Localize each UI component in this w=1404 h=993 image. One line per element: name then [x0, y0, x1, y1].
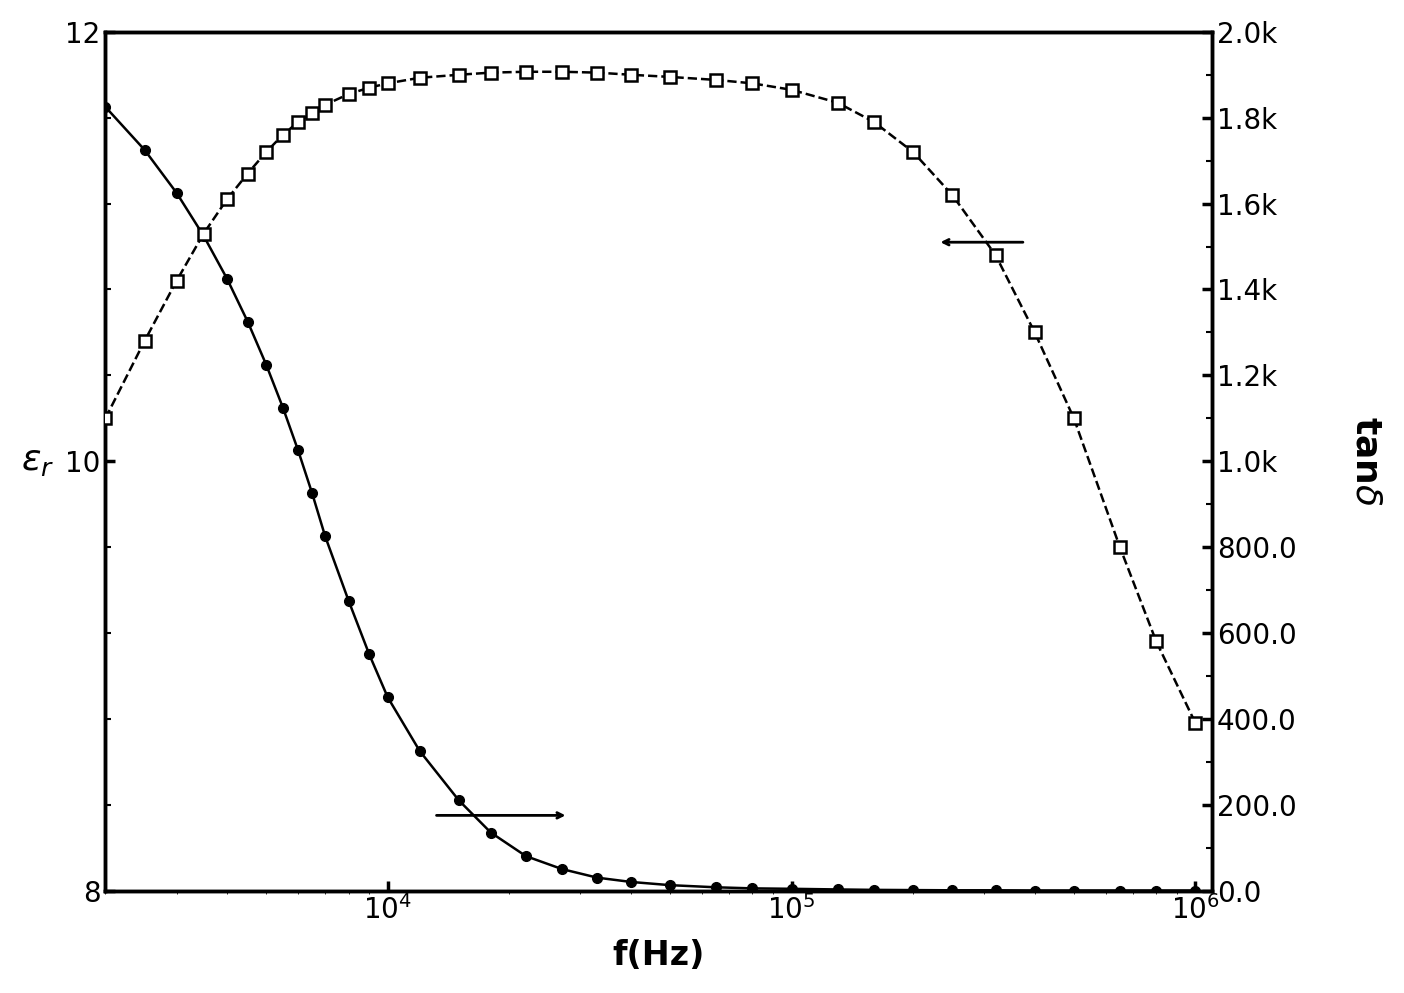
Y-axis label: tan$\delta$: tan$\delta$: [1349, 416, 1383, 506]
X-axis label: f(Hz): f(Hz): [612, 939, 705, 972]
Y-axis label: $\varepsilon_r$: $\varepsilon_r$: [21, 444, 53, 479]
